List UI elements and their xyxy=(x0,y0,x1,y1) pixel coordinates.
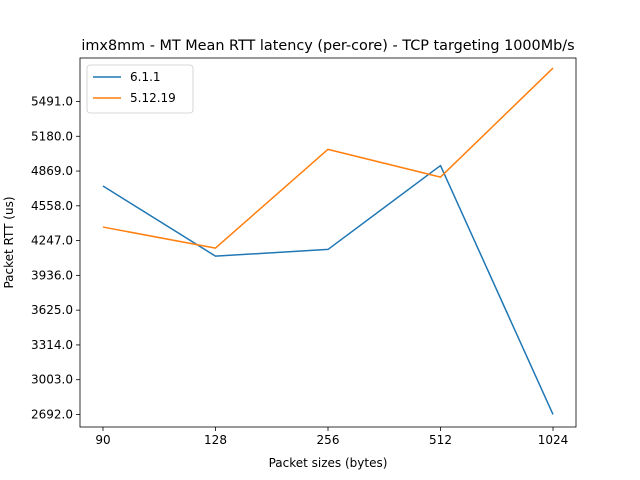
y-tick-label: 5491.0 xyxy=(31,94,73,108)
x-tick-label: 90 xyxy=(95,433,110,447)
y-tick-label: 4558.0 xyxy=(31,199,73,213)
x-tick-label: 128 xyxy=(204,433,227,447)
x-axis: 90 128 256 512 1024 xyxy=(95,427,568,447)
y-tick-label: 3625.0 xyxy=(31,303,73,317)
legend-label: 5.12.19 xyxy=(130,91,176,105)
x-axis-label: Packet sizes (bytes) xyxy=(269,456,388,470)
y-tick-label: 4247.0 xyxy=(31,234,73,248)
series-layer xyxy=(102,67,554,415)
legend-label: 6.1.1 xyxy=(130,70,161,84)
y-axis-label: Packet RTT (us) xyxy=(2,196,16,288)
chart-title: imx8mm - MT Mean RTT latency (per-core) … xyxy=(81,38,574,54)
y-tick-label: 5180.0 xyxy=(31,129,73,143)
y-tick-label: 3003.0 xyxy=(31,373,73,387)
y-tick-label: 4869.0 xyxy=(31,164,73,178)
x-tick-label: 1024 xyxy=(538,433,569,447)
x-tick-label: 256 xyxy=(317,433,340,447)
x-tick-label: 512 xyxy=(429,433,452,447)
y-tick-label: 2692.0 xyxy=(31,407,73,421)
legend: 6.1.1 5.12.19 xyxy=(86,64,194,114)
y-tick-label: 3314.0 xyxy=(31,338,73,352)
y-axis: 2692.0 3003.0 3314.0 3625.0 3936.0 4247.0 4558… xyxy=(31,94,80,421)
y-tick-label: 3936.0 xyxy=(31,268,73,282)
